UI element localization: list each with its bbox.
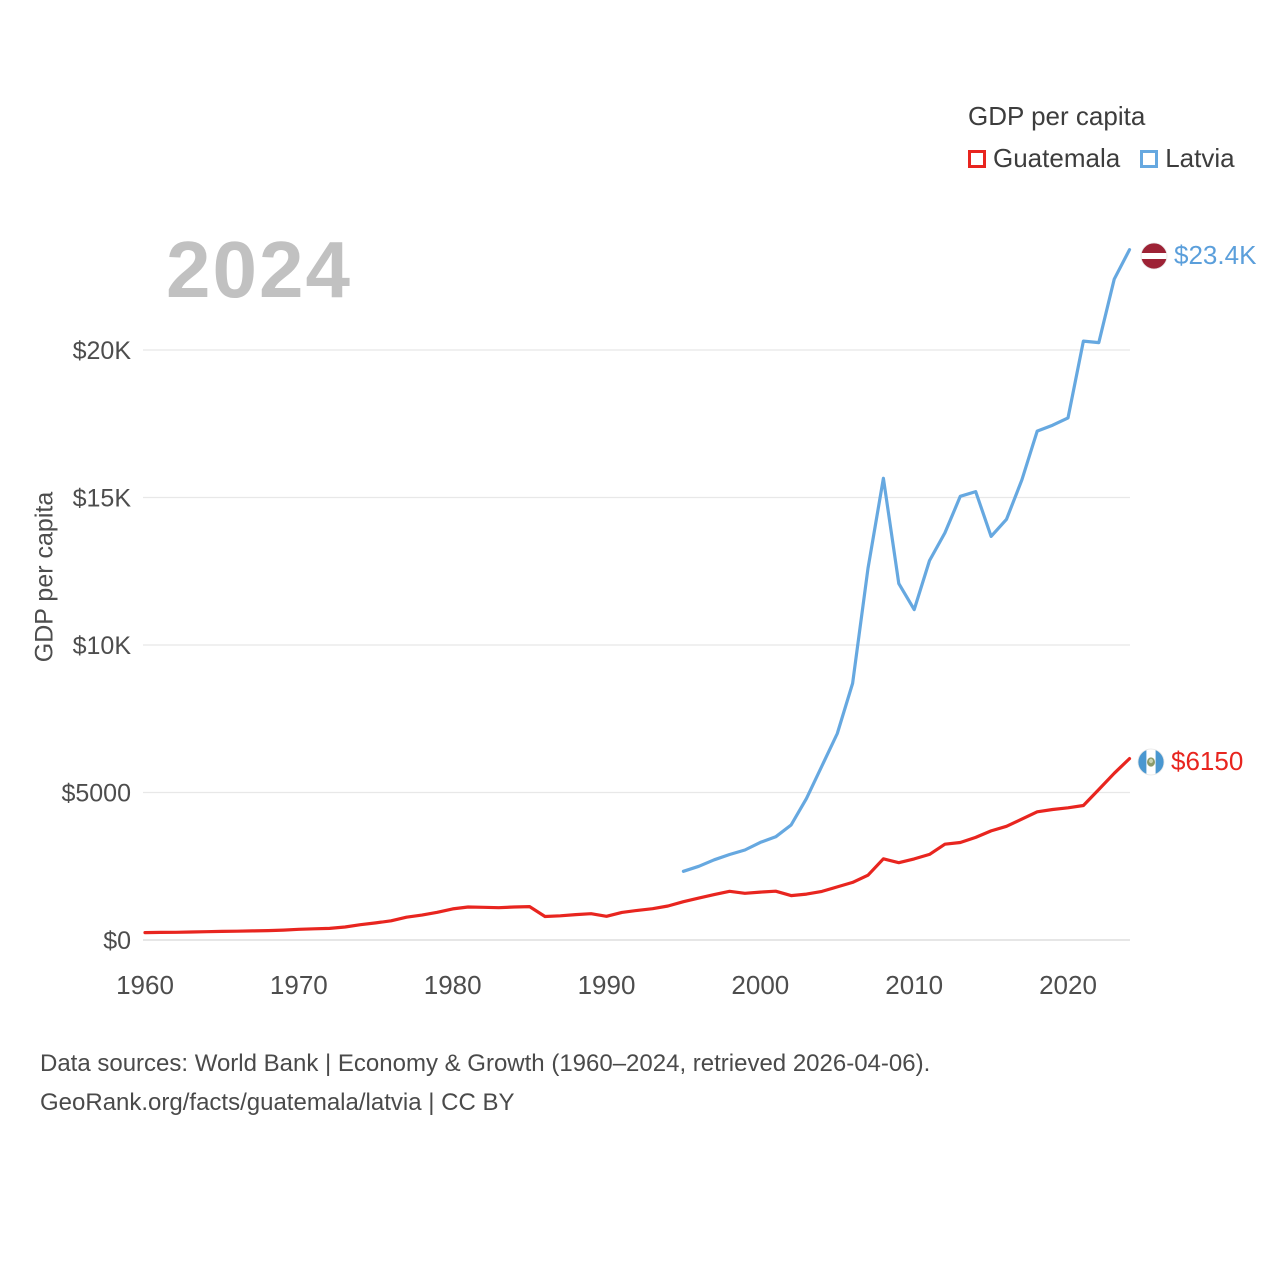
legend: GDP per capita Guatemala Latvia [968, 101, 1235, 174]
legend-title: GDP per capita [968, 101, 1146, 131]
x-tick-label: 1980 [424, 970, 482, 1000]
legend-item-latvia: Latvia [1140, 143, 1235, 174]
x-tick-label: 1990 [578, 970, 636, 1000]
attribution: Data sources: World Bank | Economy & Gro… [40, 1044, 930, 1122]
legend-label-latvia: Latvia [1165, 143, 1235, 173]
guatemala-swatch-icon [968, 149, 986, 168]
series-line-guatemala [143, 756, 1132, 935]
legend-item-guatemala: Guatemala [968, 143, 1120, 174]
data-source-line: Data sources: World Bank | Economy & Gro… [40, 1050, 931, 1077]
x-tick-label: 2010 [885, 970, 943, 1000]
latvia-end-value: $23.4K [1174, 240, 1257, 270]
legend-items: Guatemala Latvia [968, 143, 1235, 174]
y-tick-label: $5000 [61, 780, 131, 808]
guatemala-flag-icon [1137, 748, 1165, 775]
legend-label-guatemala: Guatemala [993, 143, 1121, 173]
guatemala-end-marker: $6150 [1137, 746, 1243, 777]
x-tick-label: 2000 [731, 970, 789, 1000]
y-tick-label: $15K [73, 485, 132, 513]
y-tick-label: $20K [73, 337, 132, 365]
x-tick-label: 1960 [116, 970, 174, 1000]
latvia-flag-icon [1140, 242, 1168, 269]
source-url-line: GeoRank.org/facts/guatemala/latvia | CC … [40, 1089, 515, 1116]
watermark-year: 2024 [166, 225, 352, 314]
series-line-latvia [681, 248, 1132, 873]
y-tick-label: $10K [73, 632, 132, 660]
latvia-end-marker: $23.4K [1140, 240, 1256, 271]
y-tick-label: $0 [103, 927, 131, 955]
x-tick-label: 2020 [1039, 970, 1097, 1000]
x-tick-label: 1970 [270, 970, 328, 1000]
latvia-swatch-icon [1140, 149, 1159, 168]
guatemala-end-value: $6150 [1171, 746, 1244, 776]
